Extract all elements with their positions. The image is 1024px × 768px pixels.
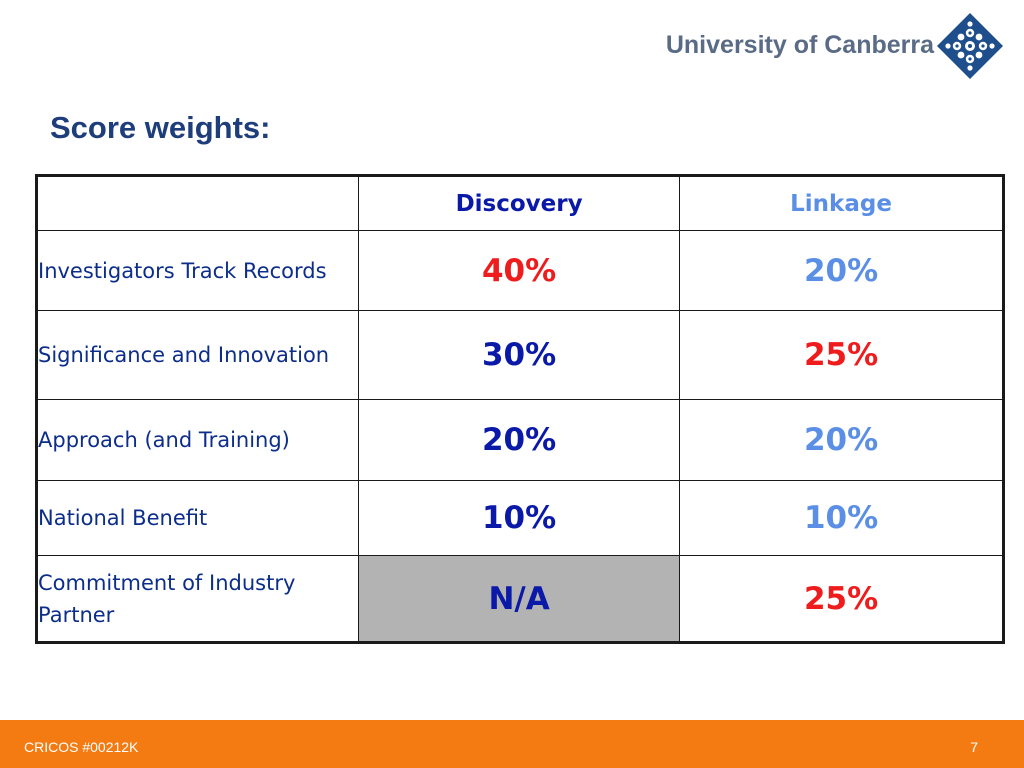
university-name: University of Canberra (665, 31, 934, 59)
cricos-code: CRICOS #00212K (24, 739, 139, 755)
header-linkage: Linkage (679, 175, 1004, 231)
criterion-label: National Benefit (35, 480, 360, 556)
linkage-value: 10% (679, 480, 1004, 556)
slide-number: 7 (970, 739, 978, 755)
header-empty-cell (35, 175, 360, 231)
discovery-value: 20% (358, 399, 681, 481)
linkage-value: 20% (679, 230, 1004, 311)
table-header-row: Discovery Linkage (35, 175, 1004, 231)
linkage-value: 25% (679, 310, 1004, 400)
table-row: Significance and Innovation 30% 25% (35, 310, 1004, 400)
score-weights-table: Discovery Linkage Investigators Track Re… (35, 174, 1005, 644)
table-row: Investigators Track Records 40% 20% (35, 230, 1004, 311)
discovery-value: 40% (358, 230, 681, 311)
header-discovery: Discovery (358, 175, 681, 231)
discovery-value-na: N/A (358, 555, 681, 643)
university-crest-icon (937, 13, 1003, 79)
table-row: Commitment of Industry Partner N/A 25% (35, 555, 1004, 643)
criterion-label: Approach (and Training) (35, 399, 360, 481)
slide-title: Score weights: (50, 110, 271, 145)
table-row: Approach (and Training) 20% 20% (35, 399, 1004, 481)
discovery-value: 30% (358, 310, 681, 400)
criterion-label: Significance and Innovation (35, 310, 360, 400)
table-row: National Benefit 10% 10% (35, 480, 1004, 556)
criterion-label: Commitment of Industry Partner (35, 555, 360, 643)
linkage-value: 20% (679, 399, 1004, 481)
linkage-value: 25% (679, 555, 1004, 643)
discovery-value: 10% (358, 480, 681, 556)
footer-bar: CRICOS #00212K 7 (0, 720, 1024, 768)
criterion-label: Investigators Track Records (35, 230, 360, 311)
